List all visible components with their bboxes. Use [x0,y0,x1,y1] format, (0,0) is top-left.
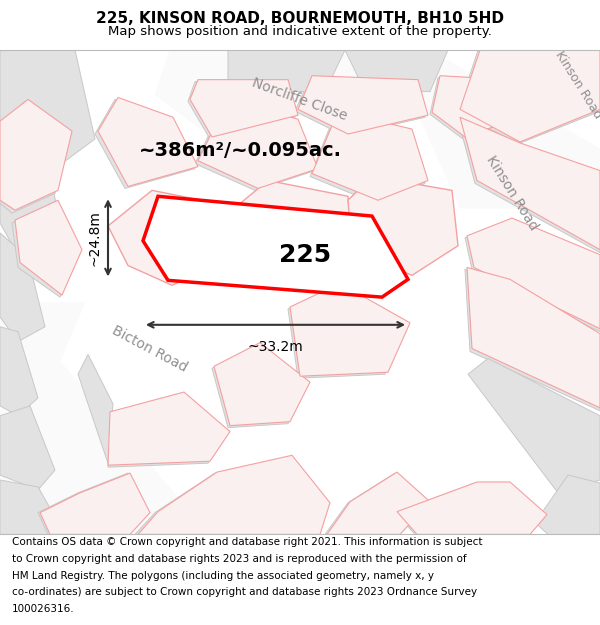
Text: ~386m²/~0.095ac.: ~386m²/~0.095ac. [139,141,341,161]
Text: 225: 225 [279,242,331,267]
Text: 100026316.: 100026316. [12,604,74,614]
Text: ~24.8m: ~24.8m [88,210,102,266]
Polygon shape [108,392,230,465]
Polygon shape [108,191,238,285]
Polygon shape [0,480,65,534]
Polygon shape [458,50,600,144]
Polygon shape [38,473,148,534]
Polygon shape [98,98,198,186]
Polygon shape [15,200,82,295]
Polygon shape [535,475,600,534]
Polygon shape [290,283,410,376]
Text: Contains OS data © Crown copyright and database right 2021. This information is : Contains OS data © Crown copyright and d… [12,537,482,547]
Polygon shape [467,218,600,329]
Polygon shape [214,342,310,426]
Polygon shape [0,233,45,342]
Polygon shape [0,99,72,210]
Text: Kinson Road: Kinson Road [552,49,600,121]
Polygon shape [345,50,448,91]
Polygon shape [288,285,408,378]
Polygon shape [0,50,95,169]
Polygon shape [312,111,428,200]
Polygon shape [190,79,298,137]
Polygon shape [467,268,600,408]
Polygon shape [212,344,308,428]
Polygon shape [108,394,228,467]
Text: co-ordinates) are subject to Crown copyright and database rights 2023 Ordnance S: co-ordinates) are subject to Crown copyr… [12,588,477,598]
Text: Norcliffe Close: Norcliffe Close [250,76,350,123]
Polygon shape [460,50,600,142]
Polygon shape [0,134,65,268]
Polygon shape [465,269,600,411]
Polygon shape [432,76,520,137]
Polygon shape [12,203,80,297]
Polygon shape [468,358,600,493]
Polygon shape [95,99,195,188]
Polygon shape [0,101,70,213]
Polygon shape [228,50,345,91]
Polygon shape [155,50,470,129]
Polygon shape [465,220,600,332]
Polygon shape [395,483,545,534]
Polygon shape [0,366,155,534]
Polygon shape [458,119,600,252]
Polygon shape [198,99,318,188]
Polygon shape [0,327,38,416]
Polygon shape [232,181,352,279]
Polygon shape [327,472,430,534]
Polygon shape [138,455,330,534]
Polygon shape [295,78,425,136]
Polygon shape [325,473,428,534]
Polygon shape [430,78,518,139]
Polygon shape [135,458,328,534]
Polygon shape [348,176,458,276]
Polygon shape [40,473,150,534]
Text: to Crown copyright and database rights 2023 and is reproduced with the permissio: to Crown copyright and database rights 2… [12,554,467,564]
Polygon shape [298,76,428,134]
Text: Kinson Road: Kinson Road [484,153,541,233]
Polygon shape [0,406,55,490]
Text: 225, KINSON ROAD, BOURNEMOUTH, BH10 5HD: 225, KINSON ROAD, BOURNEMOUTH, BH10 5HD [96,11,504,26]
Text: HM Land Registry. The polygons (including the associated geometry, namely x, y: HM Land Registry. The polygons (includin… [12,571,434,581]
Text: ~33.2m: ~33.2m [248,339,304,354]
Polygon shape [195,101,315,191]
Text: Map shows position and indicative extent of the property.: Map shows position and indicative extent… [108,24,492,38]
Polygon shape [0,302,210,534]
Polygon shape [390,50,600,208]
Polygon shape [143,196,408,297]
Polygon shape [310,114,425,203]
Text: Bicton Road: Bicton Road [110,322,190,374]
Polygon shape [397,482,547,534]
Polygon shape [460,118,600,249]
Polygon shape [188,82,295,139]
Polygon shape [78,354,113,463]
